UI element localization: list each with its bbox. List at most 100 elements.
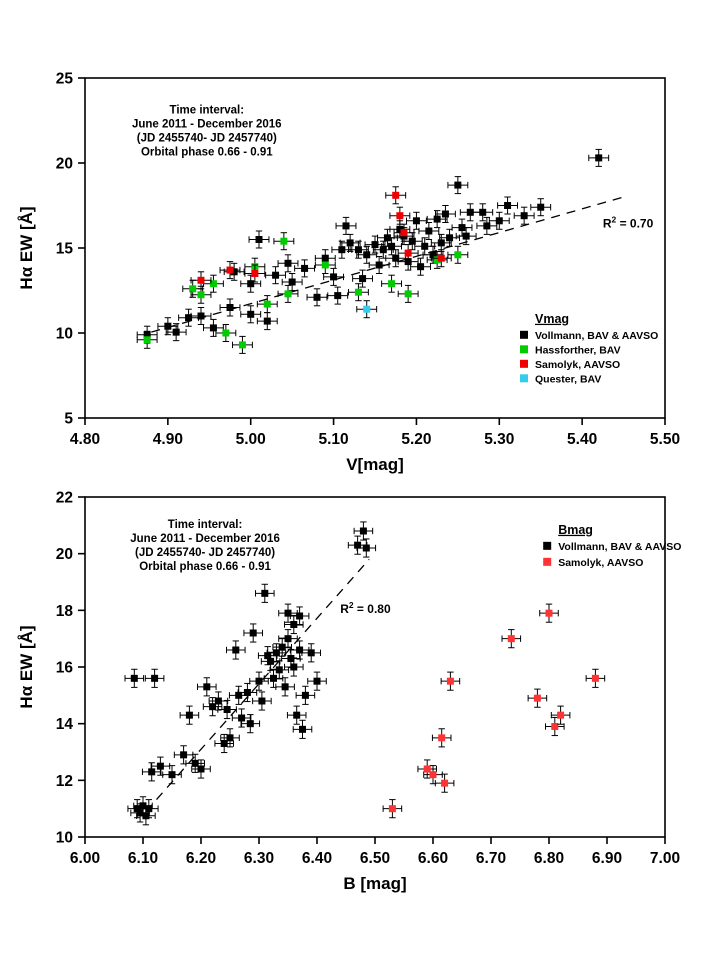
legend-entry: Samolyk, AAVSO [543, 557, 643, 569]
data-point [383, 234, 391, 242]
data-point [251, 270, 259, 277]
data-point [301, 264, 309, 272]
legend-marker [520, 345, 528, 354]
data-point [284, 290, 292, 298]
svg-text:(JD 2455740- JD 2457740): (JD 2455740- JD 2457740) [135, 547, 275, 559]
data-point [334, 292, 342, 300]
svg-text:6.30: 6.30 [244, 850, 274, 867]
legend-entry: Vollmann, BAV & AAVSO [520, 330, 658, 342]
legend-label: Quester, BAV [535, 373, 601, 385]
data-point [396, 225, 404, 233]
legend-entry: Quester, BAV [520, 373, 601, 385]
data-point [133, 805, 141, 813]
legend-label: Vollmann, BAV & AAVSO [558, 541, 681, 553]
data-point [293, 711, 301, 719]
legend-marker [520, 359, 528, 368]
data-point [280, 237, 288, 245]
data-point [595, 154, 603, 162]
svg-text:June 2011 - December 2016: June 2011 - December 2016 [132, 119, 282, 131]
svg-text:6.20: 6.20 [186, 850, 216, 867]
data-point [226, 304, 234, 311]
data-point [270, 674, 277, 682]
data-point [299, 725, 306, 733]
series-quester-bav [356, 300, 378, 319]
top-scatter-chart: 4.80 4.90 5.00 5.10 5.20 5.30 5.40 5.50 V[mag] 5 1… [17, 71, 680, 475]
series-samolyk-aavso [190, 186, 452, 290]
data-point [454, 251, 462, 259]
data-point [203, 683, 211, 691]
data-point [226, 266, 234, 274]
legend-marker [520, 330, 528, 339]
data-point [235, 691, 243, 699]
series-samolyk-aavso [382, 603, 606, 819]
data-point [226, 734, 234, 742]
data-point [396, 212, 404, 220]
data-point [197, 291, 205, 299]
data-point [429, 251, 437, 259]
data-point [504, 202, 512, 209]
data-point [446, 677, 454, 685]
data-point [189, 285, 197, 293]
data-point [230, 268, 238, 276]
data-point [429, 771, 437, 779]
data-point [371, 241, 379, 249]
svg-text:6.60: 6.60 [418, 850, 448, 867]
data-point [142, 812, 150, 820]
data-point [363, 251, 371, 259]
svg-text:Orbital phase 0.66 - 0.91: Orbital phase 0.66 - 0.91 [141, 147, 273, 159]
data-point [263, 317, 271, 325]
svg-text:5: 5 [64, 411, 73, 428]
legend-label: Hassforther, BAV [535, 344, 621, 356]
data-point [168, 771, 176, 779]
data-point [197, 765, 205, 773]
data-point [466, 208, 474, 216]
data-point [209, 324, 217, 332]
svg-text:6.50: 6.50 [360, 850, 390, 867]
data-point [288, 278, 296, 286]
data-point [375, 261, 383, 269]
data-point [545, 609, 553, 617]
data-point [209, 280, 217, 288]
data-point [143, 336, 151, 344]
data-point [214, 697, 222, 705]
data-point [479, 208, 487, 216]
svg-text:Time interval:: Time interval: [170, 105, 245, 117]
y-axis-title: Hα EW [Å] [17, 625, 36, 708]
svg-text:6.00: 6.00 [70, 850, 100, 867]
svg-text:Time interval:: Time interval: [168, 519, 243, 531]
data-point [209, 703, 217, 711]
svg-text:6.90: 6.90 [592, 850, 622, 867]
svg-text:5.00: 5.00 [236, 431, 266, 448]
data-point [404, 290, 412, 298]
legend-title: Bmag [558, 523, 593, 537]
data-point [321, 261, 329, 269]
legend: Bmag Vollmann, BAV & AAVSO Samolyk, AAVSO [543, 523, 681, 569]
data-point [388, 805, 396, 813]
data-point [148, 768, 156, 776]
legend-title: Vmag [535, 312, 569, 326]
y-axis: 10 12 14 16 18 20 22 [56, 490, 85, 847]
legend-label: Samolyk, AAVSO [558, 557, 643, 569]
data-point [290, 663, 298, 671]
data-point [284, 635, 292, 643]
data-point [156, 762, 164, 770]
data-point [446, 234, 454, 242]
data-point [290, 621, 298, 628]
data-point [185, 711, 193, 719]
legend-entry: Samolyk, AAVSO [520, 359, 620, 371]
svg-text:12: 12 [56, 773, 73, 790]
svg-text:Orbital phase 0.66 - 0.91: Orbital phase 0.66 - 0.91 [139, 561, 271, 573]
svg-text:6.40: 6.40 [302, 850, 332, 867]
data-point [354, 288, 362, 296]
data-point [359, 527, 367, 535]
data-point [404, 249, 412, 257]
svg-text:20: 20 [56, 546, 73, 563]
data-point [247, 310, 255, 318]
data-point [172, 328, 180, 336]
svg-text:5.30: 5.30 [484, 431, 514, 448]
data-point [462, 232, 470, 240]
data-point [180, 751, 188, 759]
data-point [258, 697, 266, 705]
data-point [145, 805, 153, 813]
